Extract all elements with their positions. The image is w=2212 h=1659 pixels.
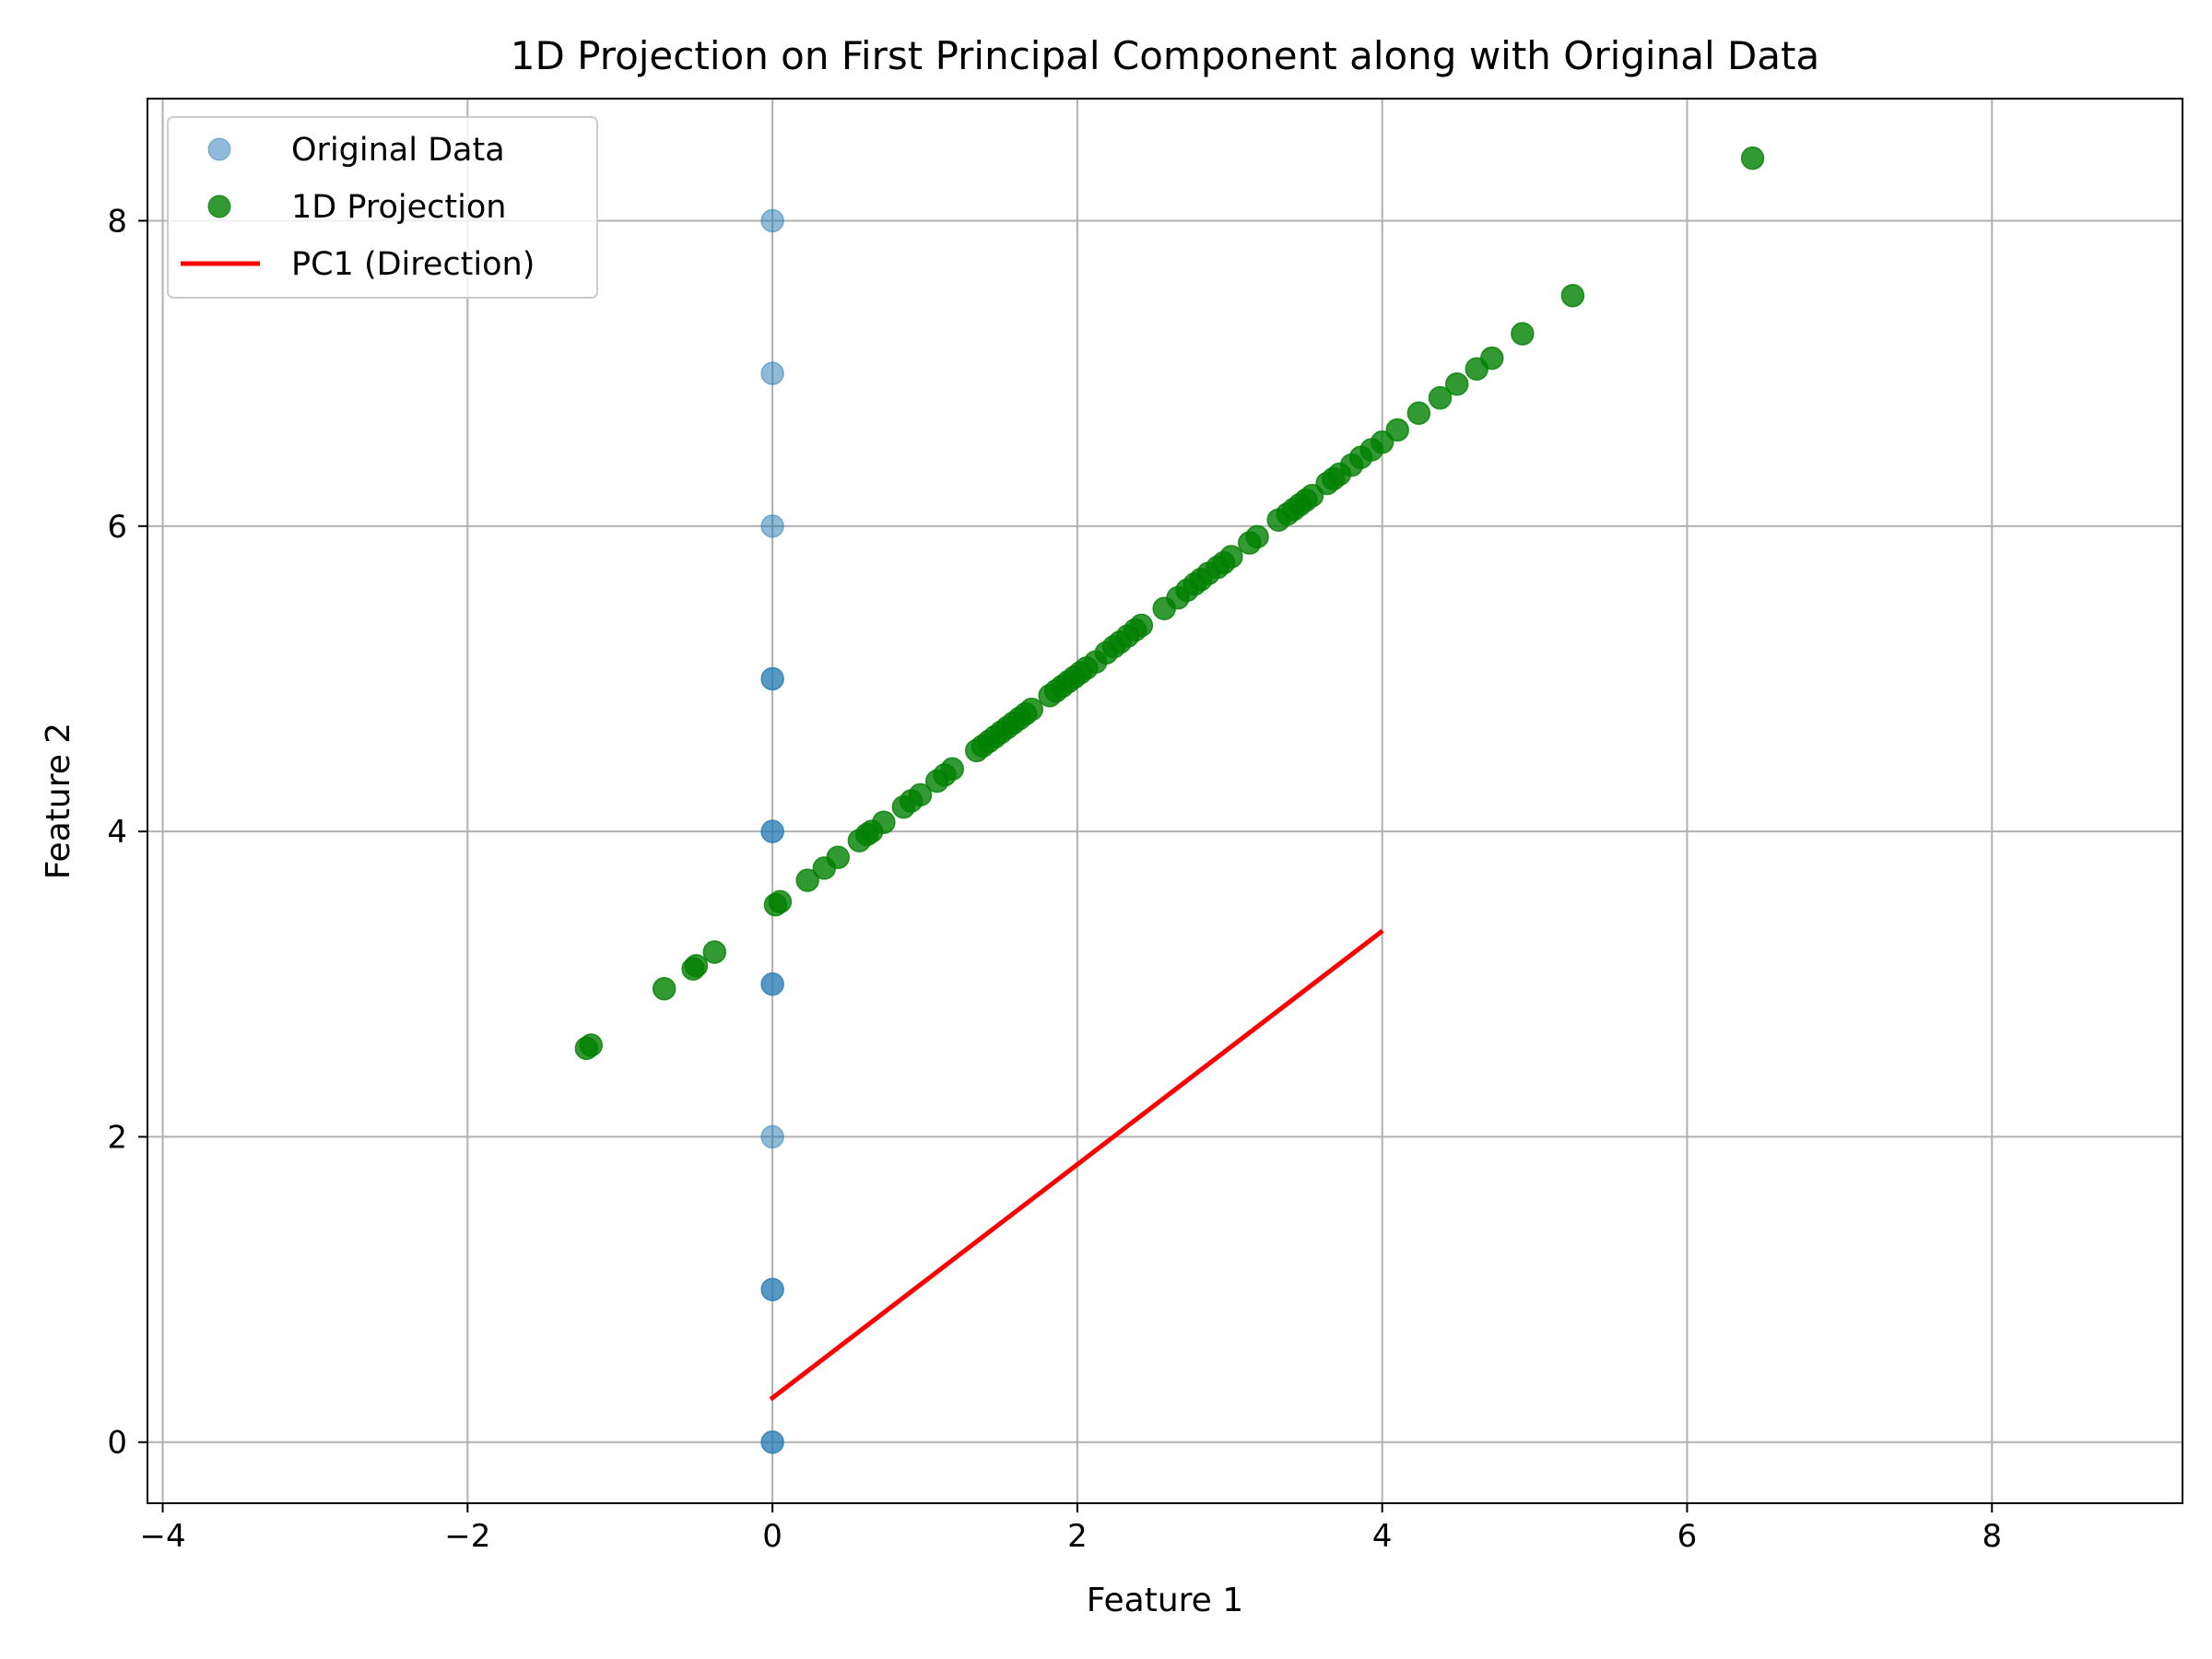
projection-point [702, 940, 727, 964]
legend-box [167, 116, 598, 299]
original-data-point [760, 666, 784, 691]
projection-point [1480, 346, 1504, 371]
projection-point [579, 1033, 604, 1057]
original-data-layer [760, 208, 784, 1454]
projection-point [1444, 372, 1469, 396]
pc1-layer [769, 928, 1384, 1402]
projection-point [1511, 322, 1535, 346]
grid [147, 99, 2183, 1503]
tick-marks [138, 219, 1994, 1512]
projection-point [1428, 385, 1453, 410]
y-tick-label: 4 [107, 814, 127, 851]
original-data-point [760, 208, 784, 233]
projection-point [1300, 483, 1324, 508]
projection-point [1019, 697, 1044, 722]
y-tick-label: 6 [107, 509, 127, 546]
original-data-point [760, 972, 784, 996]
projection-point [908, 782, 933, 807]
projection-point [768, 889, 793, 914]
legend-label: 1D Projection [291, 189, 506, 226]
projection-point [1740, 146, 1765, 171]
x-tick-label: 2 [1067, 1518, 1088, 1555]
projection-point [1219, 545, 1243, 569]
projection-point [652, 977, 677, 1001]
legend-marker-original [207, 137, 231, 161]
x-tick-label: 8 [1982, 1518, 2002, 1555]
x-tick-label: 4 [1372, 1518, 1393, 1555]
projection-point [1129, 613, 1154, 638]
projection-point [940, 757, 965, 781]
y-tick-label: 8 [107, 204, 127, 241]
chart-title: 1D Projection on First Principal Compone… [511, 33, 1820, 78]
original-data-point [760, 1430, 784, 1454]
plot-frame [147, 98, 2183, 1504]
x-tick-label: 0 [762, 1518, 782, 1555]
projection-point [1406, 401, 1431, 425]
projection-point [872, 810, 896, 834]
original-data-point [760, 361, 784, 385]
original-data-point [760, 1277, 784, 1301]
legend-marker-projection [207, 194, 231, 218]
projection-point [684, 954, 709, 978]
original-data-point [760, 1124, 784, 1149]
x-tick-label: 6 [1677, 1518, 1698, 1555]
projection-point [1245, 524, 1269, 549]
projection-point [826, 845, 850, 870]
projection-point [1385, 418, 1409, 442]
x-tick-label: −4 [139, 1518, 185, 1555]
original-data-point [760, 819, 784, 843]
x-tick-label: −2 [444, 1518, 490, 1555]
pc1-direction-line [769, 928, 1384, 1402]
y-tick-label: 2 [107, 1119, 127, 1156]
legend-label: Original Data [291, 132, 505, 169]
y-axis-label: Feature 2 [40, 723, 77, 879]
legend: Original Data 1D Projection PC1 (Direction… [167, 116, 598, 299]
legend-label: PC1 (Direction) [291, 246, 535, 283]
projection-point [1370, 429, 1394, 454]
projection-layer [574, 146, 1765, 1061]
projection-point [795, 868, 819, 892]
projection-point [1560, 283, 1585, 308]
y-tick-label: 0 [107, 1425, 127, 1462]
original-data-point [760, 514, 784, 538]
x-axis-label: Feature 1 [1087, 1582, 1243, 1619]
